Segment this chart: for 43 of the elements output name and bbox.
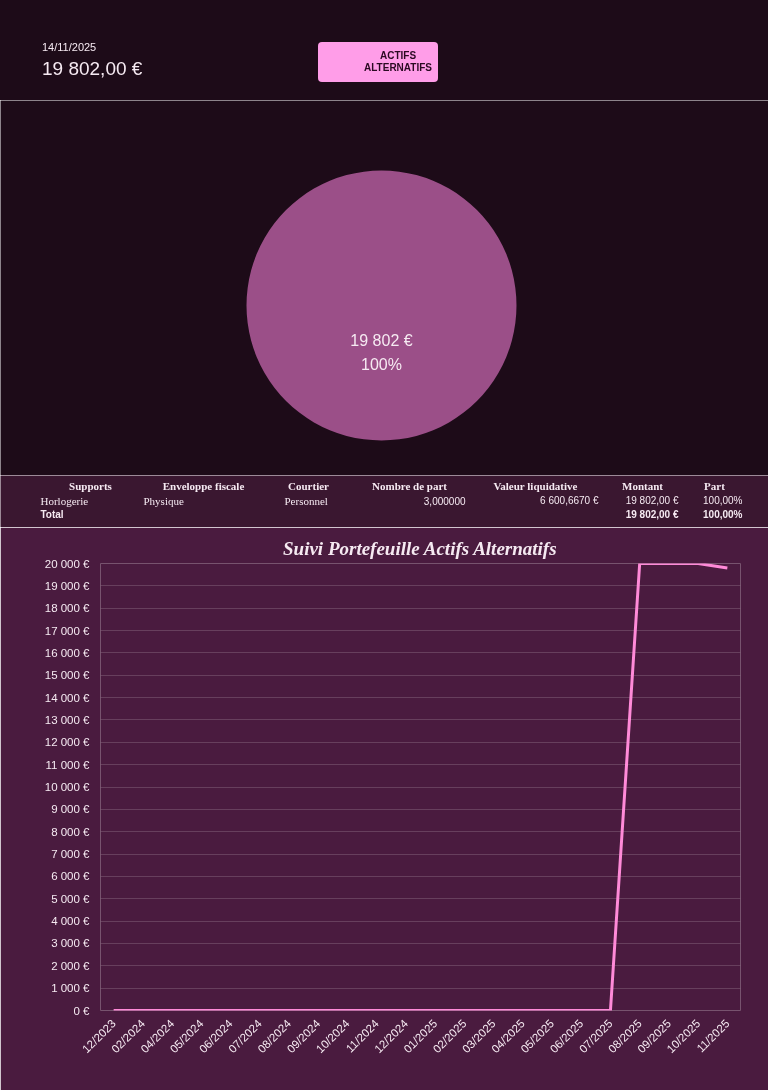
y-tick-label: 1 000 € (51, 982, 91, 995)
text: ACTIFS ALTERNATIFS (318, 42, 438, 82)
category-label: Supports (69, 479, 113, 492)
category-label: Montant (622, 479, 664, 492)
data-label: 19 802 € 100% (350, 332, 413, 374)
text: Physique (143, 494, 184, 507)
y-tick-label: 4 000 € (51, 915, 91, 928)
category-label: Enveloppe fiscale (162, 479, 245, 492)
y-tick-label: 12 000 € (44, 736, 91, 749)
text: Personnel (284, 494, 328, 507)
y-tick-label: 2 000 € (51, 959, 91, 972)
text: 19 802,00 € (625, 509, 679, 520)
y-tick-label: 17 000 € (44, 624, 91, 637)
y-tick-label: 10 000 € (44, 781, 91, 793)
text: 100,00% (703, 495, 743, 506)
text: 100,00% (703, 509, 743, 520)
text: 19 802,00 € (42, 57, 143, 81)
y-tick-label: 19 000 € (44, 579, 91, 592)
category-label: Valeur liquidative (493, 479, 578, 492)
text: 6 600,6670 € (540, 495, 599, 506)
chart-title: Suivi Portefeuille Actifs Alternatifs (283, 537, 557, 559)
text: Horlogerie (40, 494, 89, 507)
y-tick-label: 8 000 € (51, 825, 91, 838)
y-tick-label: 18 000 € (44, 602, 91, 615)
text: Total (40, 509, 64, 520)
y-tick-label: 0 € (73, 1004, 91, 1017)
y-tick-label: 16 000 € (44, 646, 91, 659)
category-label: Courtier (288, 479, 330, 492)
text: 14/11/2025 (42, 40, 97, 55)
category-label: Nombre de part (372, 479, 448, 492)
y-tick-label: 11 000 € (45, 758, 91, 771)
y-tick-label: 7 000 € (51, 848, 91, 861)
y-tick-label: 20 000 € (44, 557, 91, 570)
y-tick-label: 13 000 € (44, 713, 91, 726)
y-tick-label: 9 000 € (51, 803, 91, 816)
y-tick-label: 3 000 € (51, 937, 91, 950)
category-label: Part (704, 479, 726, 492)
y-tick-label: 5 000 € (51, 892, 91, 905)
y-tick-label: 14 000 € (44, 691, 91, 704)
y-tick-label: 6 000 € (51, 870, 91, 883)
text: 3,000000 (423, 495, 466, 507)
text: 19 802,00 € (625, 495, 679, 506)
y-tick-label: 15 000 € (44, 669, 91, 682)
